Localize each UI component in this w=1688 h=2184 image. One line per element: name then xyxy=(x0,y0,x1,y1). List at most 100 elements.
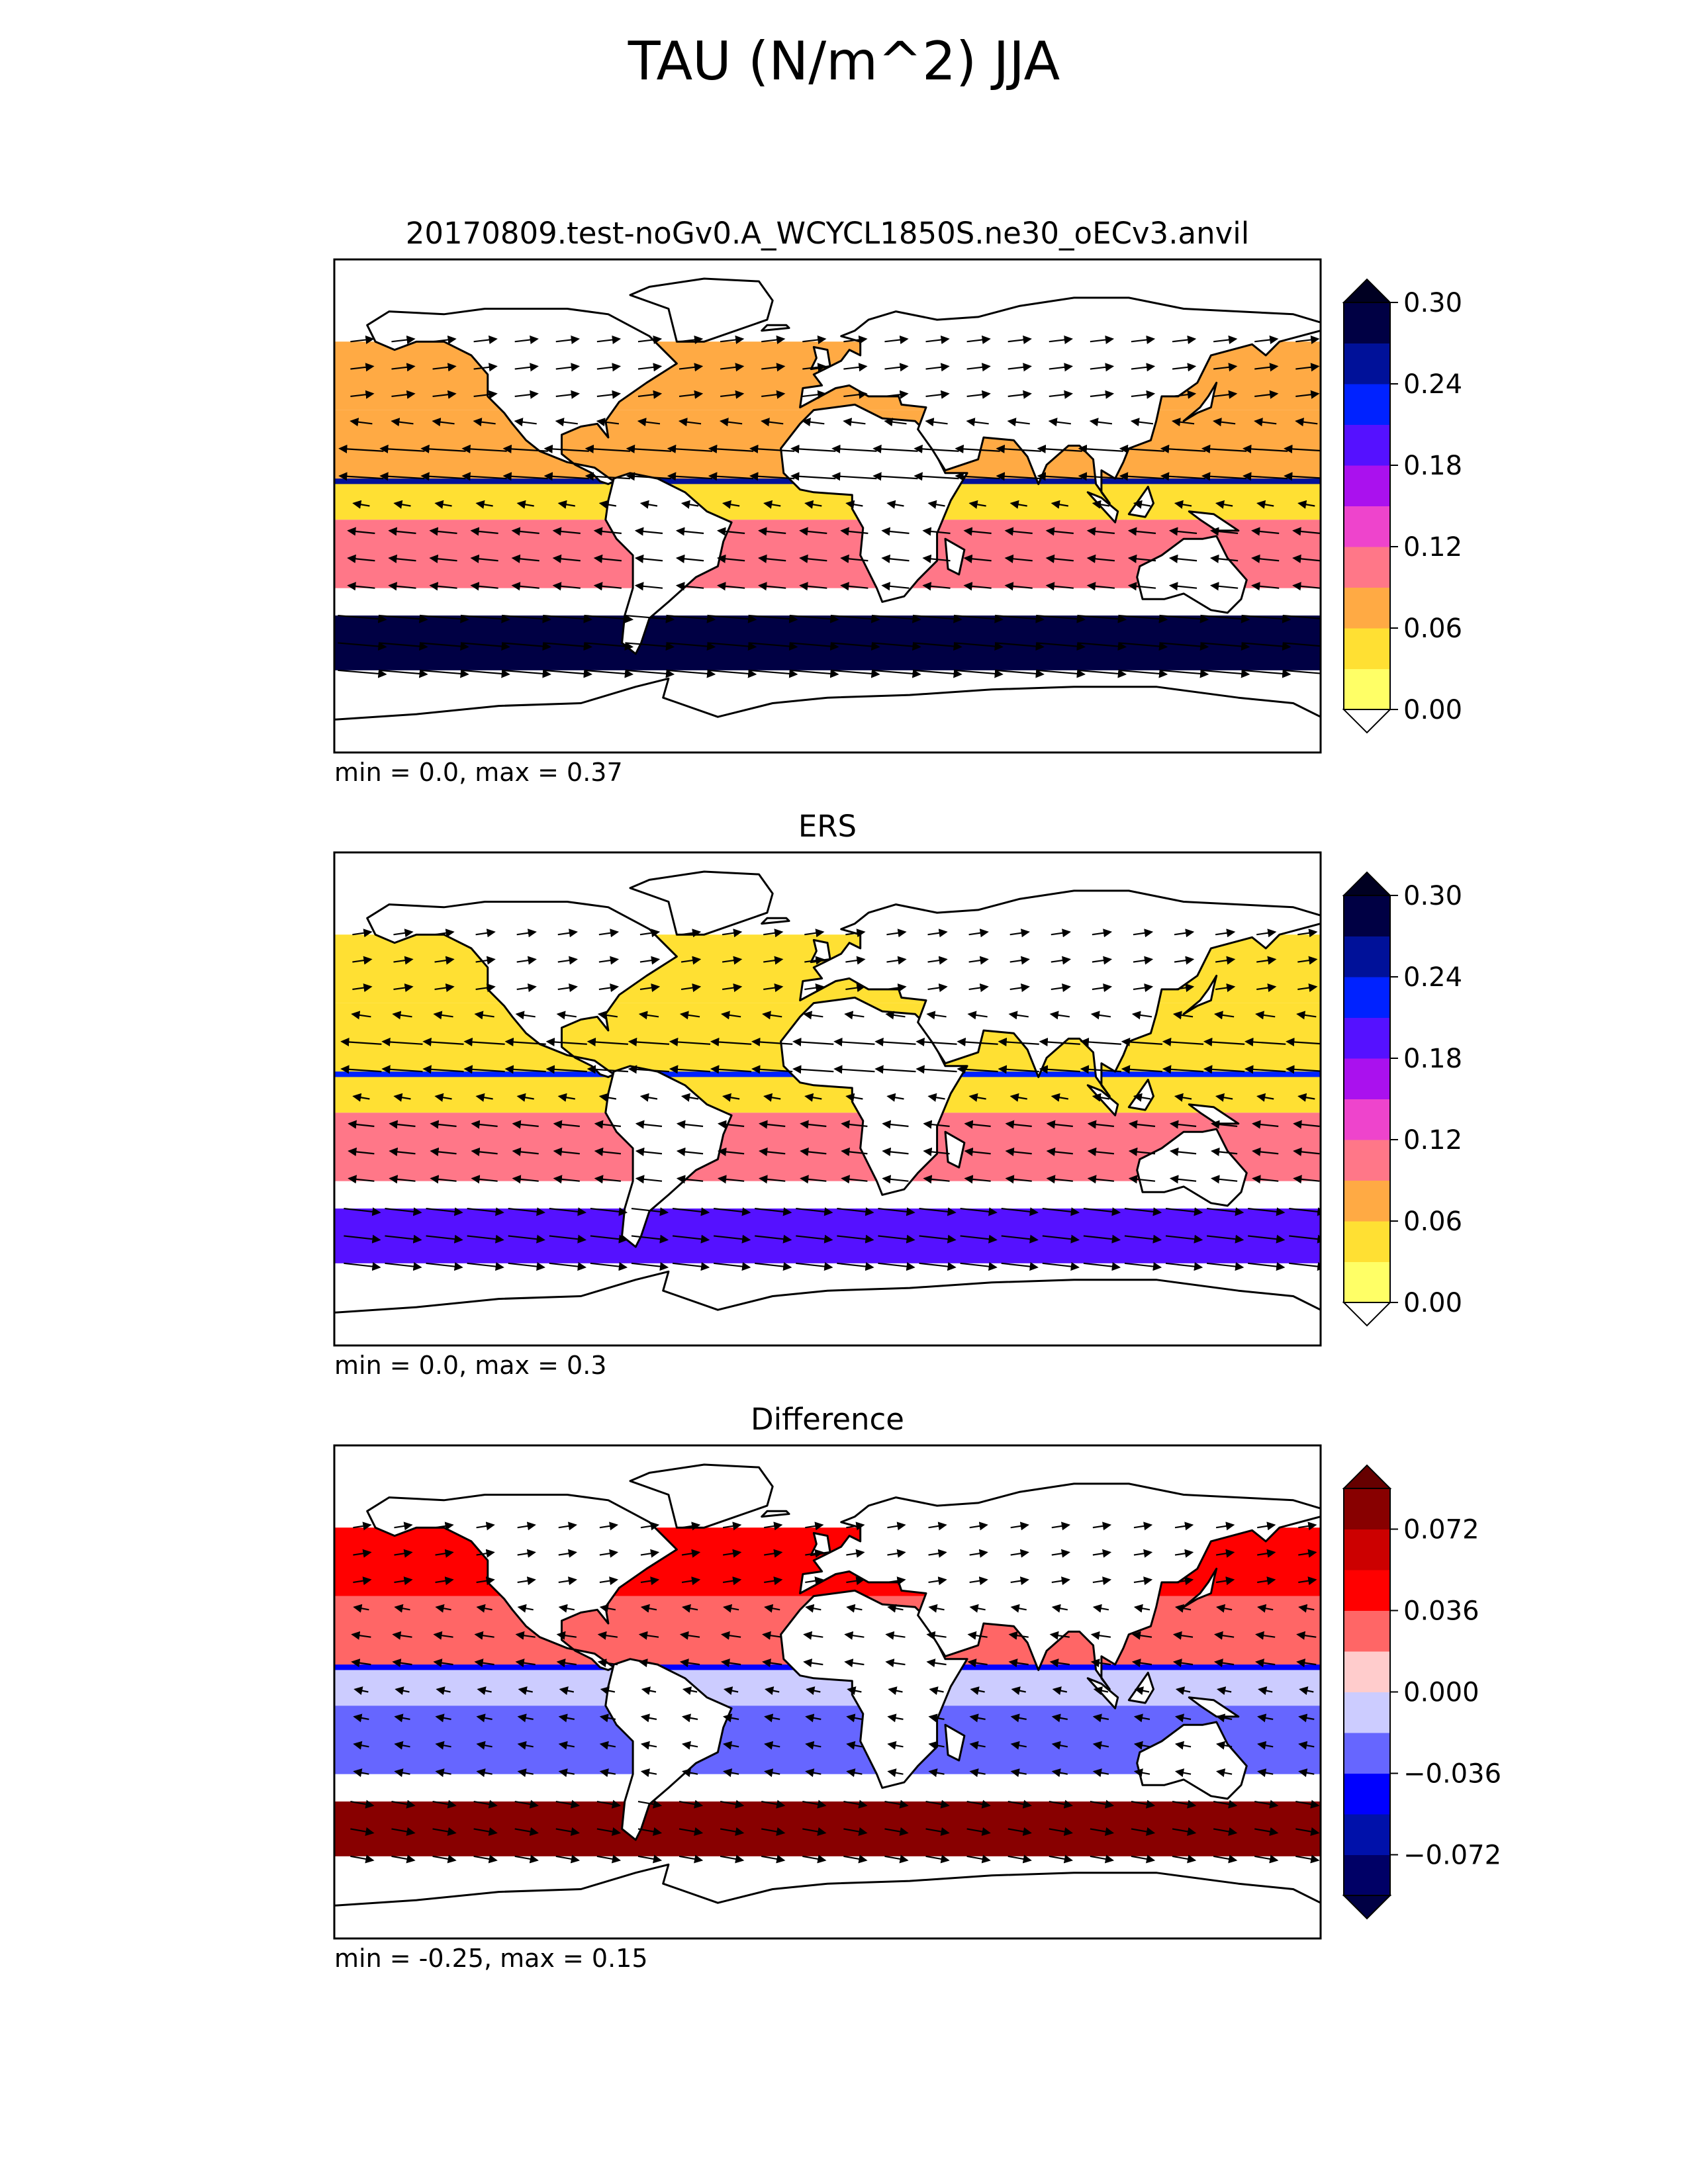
stress-arrow xyxy=(1172,1011,1194,1020)
stress-arrow xyxy=(1165,1207,1203,1216)
stress-arrow xyxy=(638,1011,659,1020)
stress-arrow xyxy=(1212,418,1236,427)
stress-arrow xyxy=(676,1120,704,1129)
stress-arrow xyxy=(504,1065,546,1074)
colorbar-tick-label: 0.18 xyxy=(1403,451,1462,481)
stress-arrow xyxy=(969,1768,986,1778)
stress-arrow xyxy=(634,527,663,536)
stress-arrow xyxy=(596,418,620,427)
stress-arrow xyxy=(925,1827,950,1837)
stress-arrow xyxy=(353,1604,369,1613)
stress-arrow xyxy=(1289,1262,1321,1271)
stress-arrow xyxy=(722,929,743,938)
panel-title: Difference xyxy=(751,1402,904,1437)
stress-arrow xyxy=(1087,1175,1115,1184)
stress-arrow xyxy=(545,1037,587,1047)
stress-arrow xyxy=(1133,1549,1153,1558)
colorbar-tick-label: −0.072 xyxy=(1403,1841,1501,1871)
stress-arrow xyxy=(1121,1065,1163,1074)
stress-arrow xyxy=(1174,1713,1192,1723)
stress-arrow xyxy=(1283,642,1321,647)
stress-arrow xyxy=(1172,1659,1194,1668)
stress-arrow xyxy=(968,956,989,965)
stress-arrow xyxy=(995,641,1045,651)
stress-arrow xyxy=(957,1065,998,1074)
stress-arrow xyxy=(968,929,989,938)
stress-arrow xyxy=(511,582,539,591)
stress-arrow xyxy=(763,956,784,965)
stress-arrow xyxy=(1207,1262,1244,1271)
stress-arrow xyxy=(1080,1037,1121,1047)
stress-arrow xyxy=(1209,554,1239,563)
stress-arrow xyxy=(344,1262,381,1271)
stress-arrow xyxy=(925,1799,950,1809)
stress-arrow xyxy=(1004,554,1033,563)
stress-vectors xyxy=(338,335,1321,678)
land-polygon xyxy=(799,1482,1321,1690)
land-polygon xyxy=(604,1658,733,1841)
stress-arrow xyxy=(928,1522,947,1531)
stress-arrow xyxy=(1127,554,1156,563)
stress-arrow xyxy=(1046,1175,1073,1184)
stress-arrow xyxy=(762,1011,782,1020)
stress-arrow xyxy=(1124,1262,1162,1271)
stress-arrow xyxy=(434,929,455,938)
stress-arrow xyxy=(1010,1741,1027,1750)
stress-arrow xyxy=(1201,641,1250,651)
stress-arrow xyxy=(348,1120,375,1129)
stress-arrow xyxy=(790,472,836,481)
stress-arrow xyxy=(585,472,630,481)
stress-vectors xyxy=(340,929,1321,1271)
colorbar-segment xyxy=(1344,1692,1390,1733)
stress-arrow xyxy=(926,1631,947,1640)
stress-arrow xyxy=(717,1175,745,1184)
colorbar-under-triangle xyxy=(1342,1302,1392,1327)
stress-arrow xyxy=(1090,1799,1115,1809)
stress-arrow xyxy=(395,1686,410,1696)
stress-arrow xyxy=(874,1065,916,1074)
stress-arrow xyxy=(1296,1659,1317,1668)
stress-arrow xyxy=(831,614,880,623)
stress-arrow xyxy=(473,418,496,427)
stress-arrow xyxy=(426,1207,463,1216)
stress-arrow xyxy=(1209,582,1239,591)
stress-arrow xyxy=(1092,1713,1109,1723)
stress-arrow xyxy=(1083,1234,1121,1244)
stress-arrow xyxy=(1172,1631,1194,1640)
stress-arrow xyxy=(802,335,827,345)
stress-arrow xyxy=(631,1207,669,1216)
stress-arrow xyxy=(1244,1037,1286,1047)
stress-arrow xyxy=(799,554,827,563)
colorbar-over-triangle xyxy=(1342,278,1392,303)
stress-arrow xyxy=(388,582,416,591)
stress-arrow xyxy=(474,1659,494,1668)
stress-arrow xyxy=(473,390,498,399)
stress-arrow xyxy=(751,1065,793,1074)
stress-arrow xyxy=(722,1522,742,1531)
stress-arrow xyxy=(796,1207,833,1216)
stress-arrow xyxy=(755,1234,792,1244)
stress-arrow xyxy=(338,472,384,481)
panel-stats: min = 0.0, max = 0.3 xyxy=(334,1351,606,1380)
stress-arrow xyxy=(631,1262,669,1271)
stress-arrow xyxy=(434,500,452,509)
stress-arrow xyxy=(964,1147,991,1156)
stress-arrow xyxy=(1009,500,1027,509)
stress-arrow xyxy=(1007,418,1030,427)
stress-arrow xyxy=(1092,500,1110,509)
stress-arrow xyxy=(722,956,743,965)
stress-arrow xyxy=(679,1827,704,1837)
stress-arrow xyxy=(430,1147,457,1156)
colorbar-segment xyxy=(1344,1570,1390,1611)
stress-arrow xyxy=(391,1827,416,1837)
stress-arrow xyxy=(1008,1827,1032,1837)
stress-arrow xyxy=(681,1768,698,1778)
stress-arrow xyxy=(1298,1713,1315,1723)
stress-arrow xyxy=(461,614,510,623)
stress-vectors xyxy=(350,1522,1320,1864)
stress-arrow xyxy=(840,554,868,563)
stress-arrow xyxy=(751,1037,793,1047)
stress-arrow xyxy=(966,390,991,399)
stress-arrow xyxy=(1257,1576,1276,1586)
stress-arrow xyxy=(749,444,795,453)
